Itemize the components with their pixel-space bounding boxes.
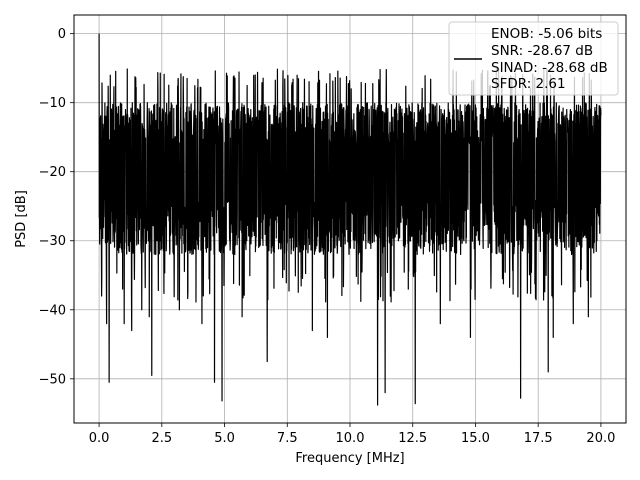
x-axis-ticks: 0.0 2.5 5.0 7.5 10.0 12.5 15.0 17.5 20.0 xyxy=(89,423,615,446)
psd-trace-series xyxy=(98,33,602,406)
legend-enob: ENOB: -5.06 bits xyxy=(491,26,602,42)
x-tick-label: 2.5 xyxy=(151,431,172,446)
y-tick-label: −10 xyxy=(39,96,66,111)
legend: ENOB: -5.06 bits SNR: -28.67 dB SINAD: -… xyxy=(448,21,619,96)
y-tick-label: −30 xyxy=(39,234,66,249)
x-tick-label: 10.0 xyxy=(336,431,365,446)
x-tick-label: 0.0 xyxy=(89,431,110,446)
legend-sfdr: SFDR: 2.61 xyxy=(491,76,566,92)
legend-snr: SNR: -28.67 dB xyxy=(491,43,593,59)
y-tick-label: −40 xyxy=(39,303,66,318)
x-tick-label: 5.0 xyxy=(214,431,235,446)
legend-box xyxy=(448,21,619,96)
y-axis-label: PSD [dB] xyxy=(14,190,29,248)
x-tick-label: 12.5 xyxy=(398,431,427,446)
y-tick-label: −20 xyxy=(39,165,66,180)
x-tick-label: 17.5 xyxy=(524,431,553,446)
y-tick-label: −50 xyxy=(39,372,66,387)
y-tick-label: 0 xyxy=(58,27,66,42)
x-axis-label: Frequency [MHz] xyxy=(295,451,404,466)
x-tick-label: 7.5 xyxy=(277,431,298,446)
x-tick-label: 20.0 xyxy=(586,431,615,446)
psd-trace-line xyxy=(98,33,602,406)
y-axis-ticks: 0 −10 −20 −30 −40 −50 xyxy=(39,27,74,387)
x-tick-label: 15.0 xyxy=(461,431,490,446)
legend-sinad: SINAD: -28.68 dB xyxy=(491,60,608,76)
